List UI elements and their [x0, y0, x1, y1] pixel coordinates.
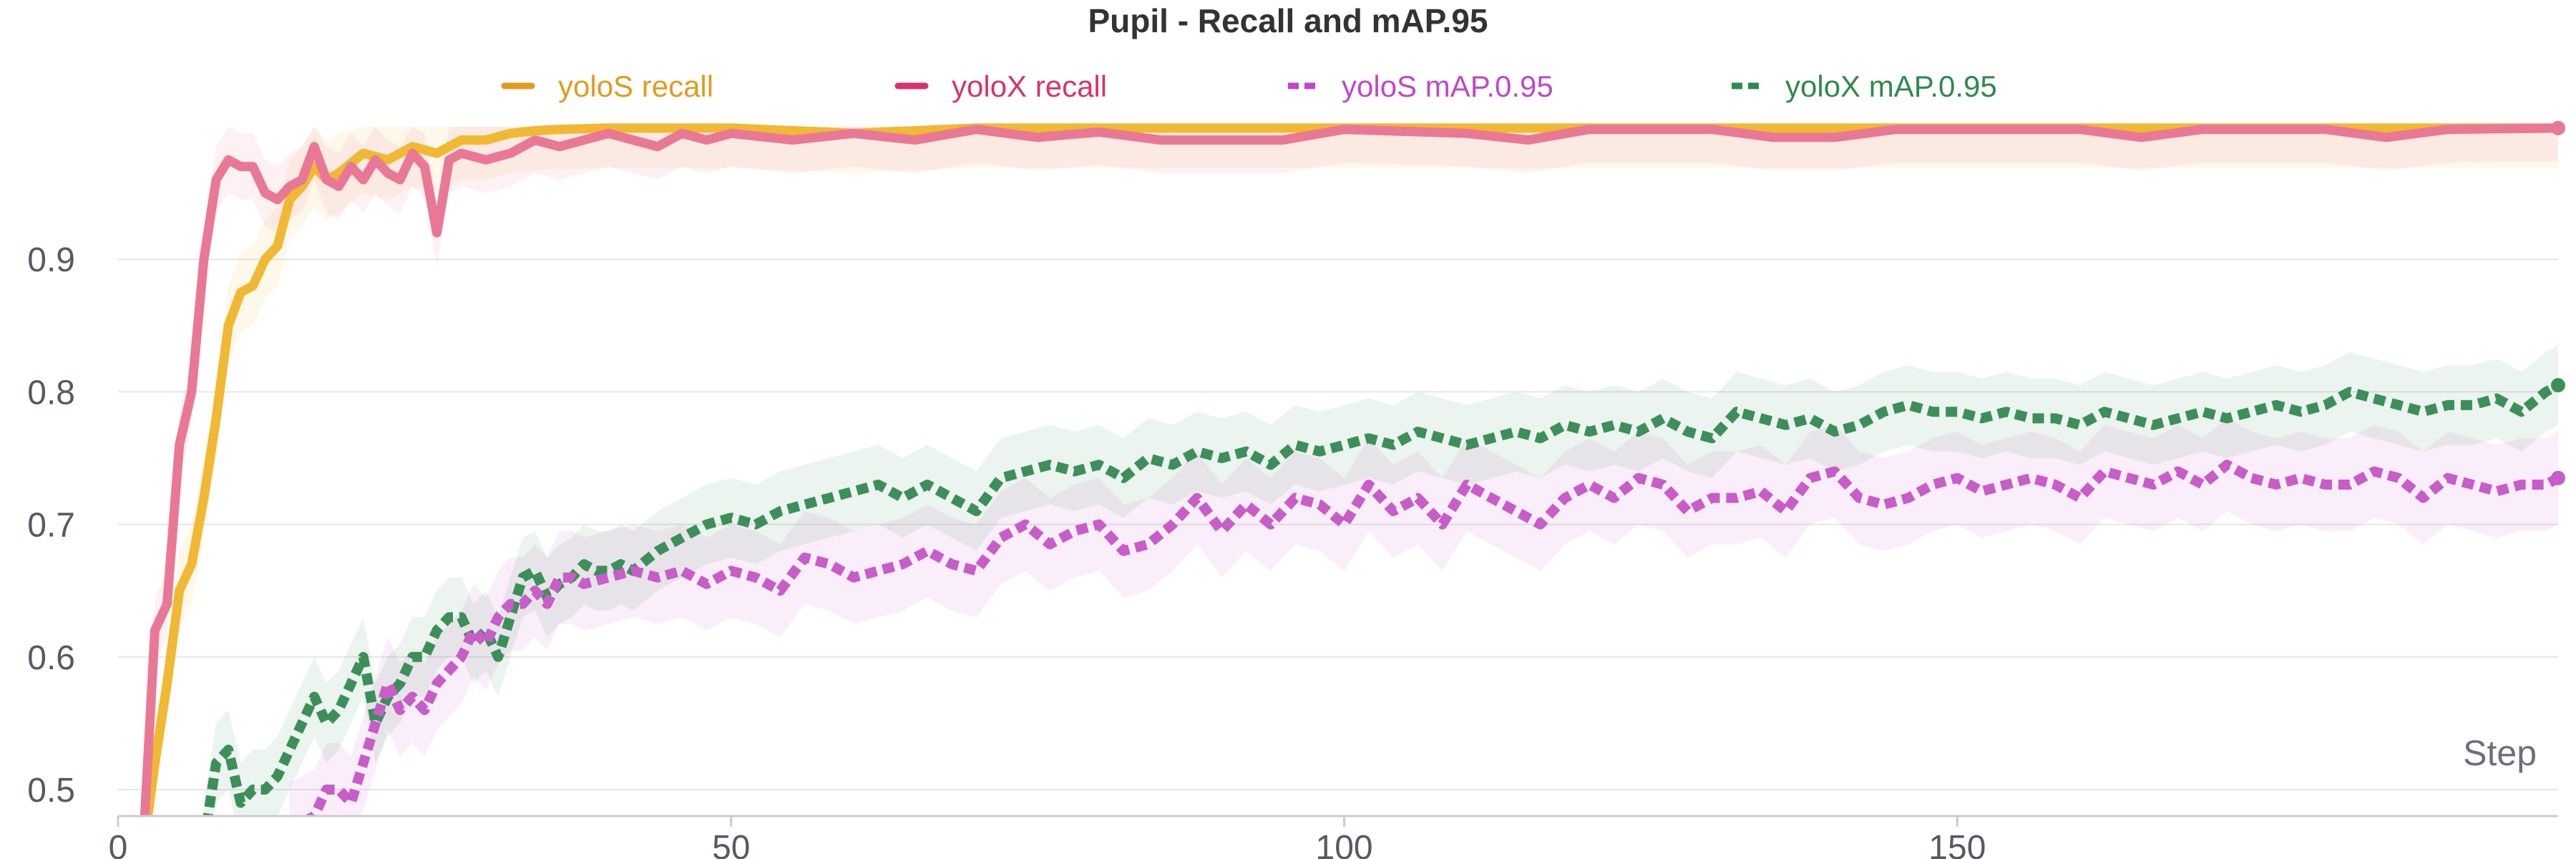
- band-yolos-map-0-95: [289, 418, 2558, 816]
- legend-item-yolos-map-0-95[interactable]: yoloS mAP.0.95: [1288, 69, 1553, 103]
- legend-item-yolos-recall[interactable]: yoloS recall: [501, 69, 713, 103]
- legend-label: yoloS recall: [558, 69, 713, 103]
- series-layer: [140, 120, 2565, 856]
- x-tick-label: 50: [712, 829, 750, 859]
- y-tick-label: 0.6: [27, 639, 75, 677]
- band-yolox-map-0-95: [203, 345, 2558, 816]
- legend-label: yoloX recall: [952, 69, 1107, 103]
- legend-label: yoloX mAP.0.95: [1785, 69, 1997, 103]
- y-tick-label: 0.9: [27, 241, 75, 279]
- series-end-point-yolox-recall[interactable]: [2551, 120, 2565, 135]
- chart-title: Pupil - Recall and mAP.95: [1088, 2, 1488, 39]
- series-line-yolos-recall[interactable]: [142, 123, 2563, 856]
- legend-item-yolox-map-0-95[interactable]: yoloX mAP.0.95: [1732, 69, 1997, 103]
- legend-label: yoloS mAP.0.95: [1342, 69, 1553, 103]
- band-yolos-recall: [142, 127, 2558, 816]
- band-layer: [142, 127, 2558, 816]
- x-axis-label: Step: [2463, 733, 2537, 773]
- series-line-yolox-map-0-95[interactable]: [203, 380, 2561, 843]
- series-end-point-yolos-map-0-95[interactable]: [2551, 470, 2565, 485]
- band-yolox-recall: [142, 127, 2558, 816]
- axis-layer: 0 50 100 150: [109, 815, 2558, 859]
- series-line-yolos-map-0-95[interactable]: [290, 460, 2561, 829]
- y-tick-label: 0.5: [27, 772, 75, 810]
- x-tick-label: 100: [1316, 829, 1373, 859]
- grid-layer: 0.5 0.6 0.7 0.8 0.9: [27, 241, 2558, 810]
- legend[interactable]: yoloS recall yoloX recall yoloS mAP.0.95 yo…: [501, 69, 1997, 103]
- y-tick-label: 0.8: [27, 374, 75, 412]
- x-tick-label: 150: [1928, 829, 1986, 859]
- series-line-yolox-recall[interactable]: [140, 123, 2563, 856]
- y-tick-label: 0.7: [27, 507, 75, 545]
- legend-item-yolox-recall[interactable]: yoloX recall: [894, 69, 1107, 103]
- series-end-point-yolox-map-0-95[interactable]: [2551, 378, 2565, 393]
- x-tick-label: 0: [109, 829, 128, 859]
